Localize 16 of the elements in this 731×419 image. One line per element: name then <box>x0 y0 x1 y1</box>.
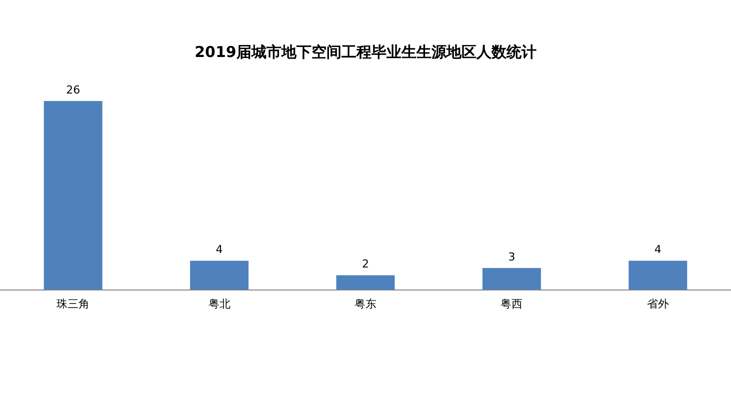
x-tick-label: 粤东 <box>354 297 376 310</box>
bar <box>628 260 688 290</box>
bar <box>482 268 541 290</box>
x-tick-label: 粤西 <box>500 297 523 310</box>
data-label: 2 <box>362 258 369 271</box>
bar <box>44 101 102 290</box>
bar <box>336 275 395 290</box>
x-tick-label: 粤北 <box>208 297 230 310</box>
data-label: 4 <box>216 243 223 256</box>
x-tick-label: 省外 <box>646 297 669 310</box>
x-tick-label: 珠三角 <box>56 297 90 310</box>
data-label: 26 <box>66 83 80 96</box>
chart-title: 2019届城市地下空间工程毕业生生源地区人数统计 <box>194 42 536 61</box>
bar <box>190 260 249 290</box>
data-label: 3 <box>508 250 516 264</box>
data-label: 4 <box>654 243 662 256</box>
